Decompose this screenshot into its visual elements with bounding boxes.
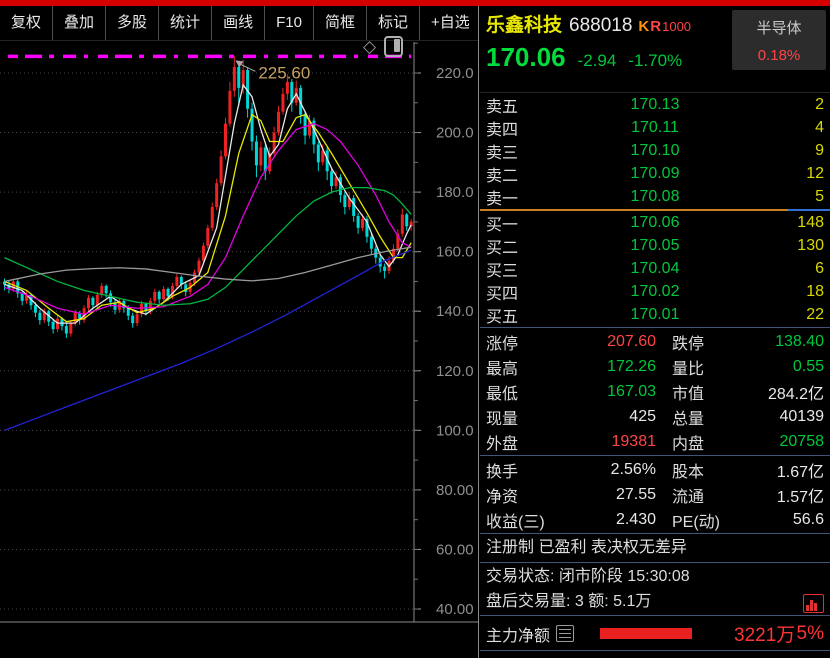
badge-r: R — [650, 18, 662, 35]
toolbar-item-f10[interactable]: F10 — [265, 6, 314, 40]
last-price: 170.06 — [486, 42, 566, 72]
stock-name: 乐鑫科技 — [486, 15, 563, 36]
toolbar-item-add-watchlist[interactable]: +自选 — [420, 6, 482, 40]
svg-text:160.0: 160.0 — [436, 244, 474, 261]
toolbar-item-fuquan[interactable]: 复权 — [0, 6, 54, 40]
main-force-label: 主力净额 — [486, 627, 551, 645]
stock-code: 688018 — [569, 15, 633, 36]
svg-text:225.60: 225.60 — [258, 63, 310, 82]
ask-row-5[interactable]: 卖五 170.13 2 — [486, 95, 824, 116]
trading-status-line: 交易状态: 闭市阶段 15:30:08 — [486, 568, 690, 585]
panel-toggle-icon[interactable] — [384, 36, 404, 57]
main-force-value: 3221万 — [734, 625, 796, 646]
fund-row-turnover: 换手 2.56% 股本 1.67亿 — [486, 460, 824, 481]
stats-row-limit: 涨停 207.60 跌停 138.40 — [486, 332, 824, 353]
stats-row-inner-outer: 外盘 19381 内盘 20758 — [486, 432, 824, 453]
main-force-row: 主力净额 3221万 5% — [480, 617, 830, 651]
ask-row-1[interactable]: 卖一 170.08 5 — [486, 187, 824, 208]
svg-text:180.0: 180.0 — [436, 184, 474, 201]
section-divider — [480, 533, 830, 534]
svg-text:140.0: 140.0 — [436, 303, 474, 320]
badge-1000: 1000 — [662, 19, 692, 34]
section-divider — [480, 562, 830, 563]
ask-row-2[interactable]: 卖二 170.09 12 — [486, 164, 824, 185]
svg-text:120.0: 120.0 — [436, 363, 474, 380]
fund-row-eps: 收益(三) 2.430 PE(动) 56.6 — [486, 510, 824, 531]
toolbar-item-duogu[interactable]: 多股 — [106, 6, 160, 40]
main-force-pct: 5% — [796, 622, 824, 644]
toolbar-item-jiankuang[interactable]: 简框 — [314, 6, 367, 40]
fund-row-assets: 净资 27.55 流通 1.57亿 — [486, 485, 824, 506]
toolbar-item-huaxian[interactable]: 画线 — [212, 6, 266, 40]
stats-row-high: 最高 172.26 量比 0.55 — [486, 357, 824, 378]
kline-chart-area: 220.0 200.0 180.0 160.0 140.0 120.0 100.0 80.00… — [0, 36, 478, 625]
diamond-icon[interactable]: ◇ — [363, 36, 377, 56]
toolbar-item-diejia[interactable]: 叠加 — [53, 6, 107, 40]
main-force-bar — [600, 628, 693, 639]
badge-k: K — [638, 18, 650, 35]
after-hours-line: 盘后交易量: 3 额: 5.1万 — [480, 589, 830, 614]
vertical-divider — [478, 6, 479, 658]
top-red-strip — [0, 0, 830, 6]
list-icon[interactable] — [556, 625, 575, 642]
ask-row-4[interactable]: 卖四 170.11 4 — [486, 118, 824, 139]
bid-ask-ratio-bar — [480, 208, 830, 211]
bid-row-3[interactable]: 买三 170.04 6 — [486, 259, 824, 280]
toolbar-item-tongji[interactable]: 统计 — [159, 6, 213, 40]
quote-header: 乐鑫科技 688018 K R 1000 半导体 0.18% 170.06 -2… — [480, 6, 830, 93]
stats-row-volume: 现量 425 总量 40139 — [486, 407, 824, 428]
svg-text:60.00: 60.00 — [436, 541, 474, 558]
svg-text:80.00: 80.00 — [436, 482, 474, 499]
svg-text:220.0: 220.0 — [436, 65, 474, 82]
sector-box[interactable]: 半导体 0.18% — [732, 10, 826, 70]
stats-row-low: 最低 167.03 市值 284.2亿 — [486, 382, 824, 403]
svg-text:200.0: 200.0 — [436, 125, 474, 142]
kline-chart[interactable]: 220.0 200.0 180.0 160.0 140.0 120.0 100.0 80.00… — [0, 42, 478, 625]
toolbar: 复权 叠加 多股 统计 画线 F10 简框 标记 +自选 返回 — [0, 6, 535, 41]
section-divider — [480, 327, 830, 328]
quote-panel: 乐鑫科技 688018 K R 1000 半导体 0.18% 170.06 -2… — [480, 6, 830, 658]
listing-tags: 注册制 已盈利 表决权无差异 — [486, 539, 687, 556]
bid-row-1[interactable]: 买一 170.06 148 — [486, 213, 824, 234]
bid-row-5[interactable]: 买五 170.01 22 — [486, 305, 824, 326]
sector-name: 半导体 — [756, 20, 802, 37]
bid-row-2[interactable]: 买二 170.05 130 — [486, 236, 824, 257]
section-divider — [480, 455, 830, 456]
volume-chart-icon[interactable] — [803, 594, 824, 613]
bid-row-4[interactable]: 买四 170.02 18 — [486, 282, 824, 303]
sector-change: 0.18% — [757, 47, 801, 64]
price-change-pct: -1.70% — [628, 51, 683, 70]
svg-text:40.00: 40.00 — [436, 601, 474, 618]
price-change: -2.94 — [577, 51, 617, 70]
toolbar-item-biaoji[interactable]: 标记 — [367, 6, 420, 40]
ask-row-3[interactable]: 卖三 170.10 9 — [486, 141, 824, 162]
svg-text:100.0: 100.0 — [436, 422, 474, 439]
section-divider — [480, 615, 830, 616]
